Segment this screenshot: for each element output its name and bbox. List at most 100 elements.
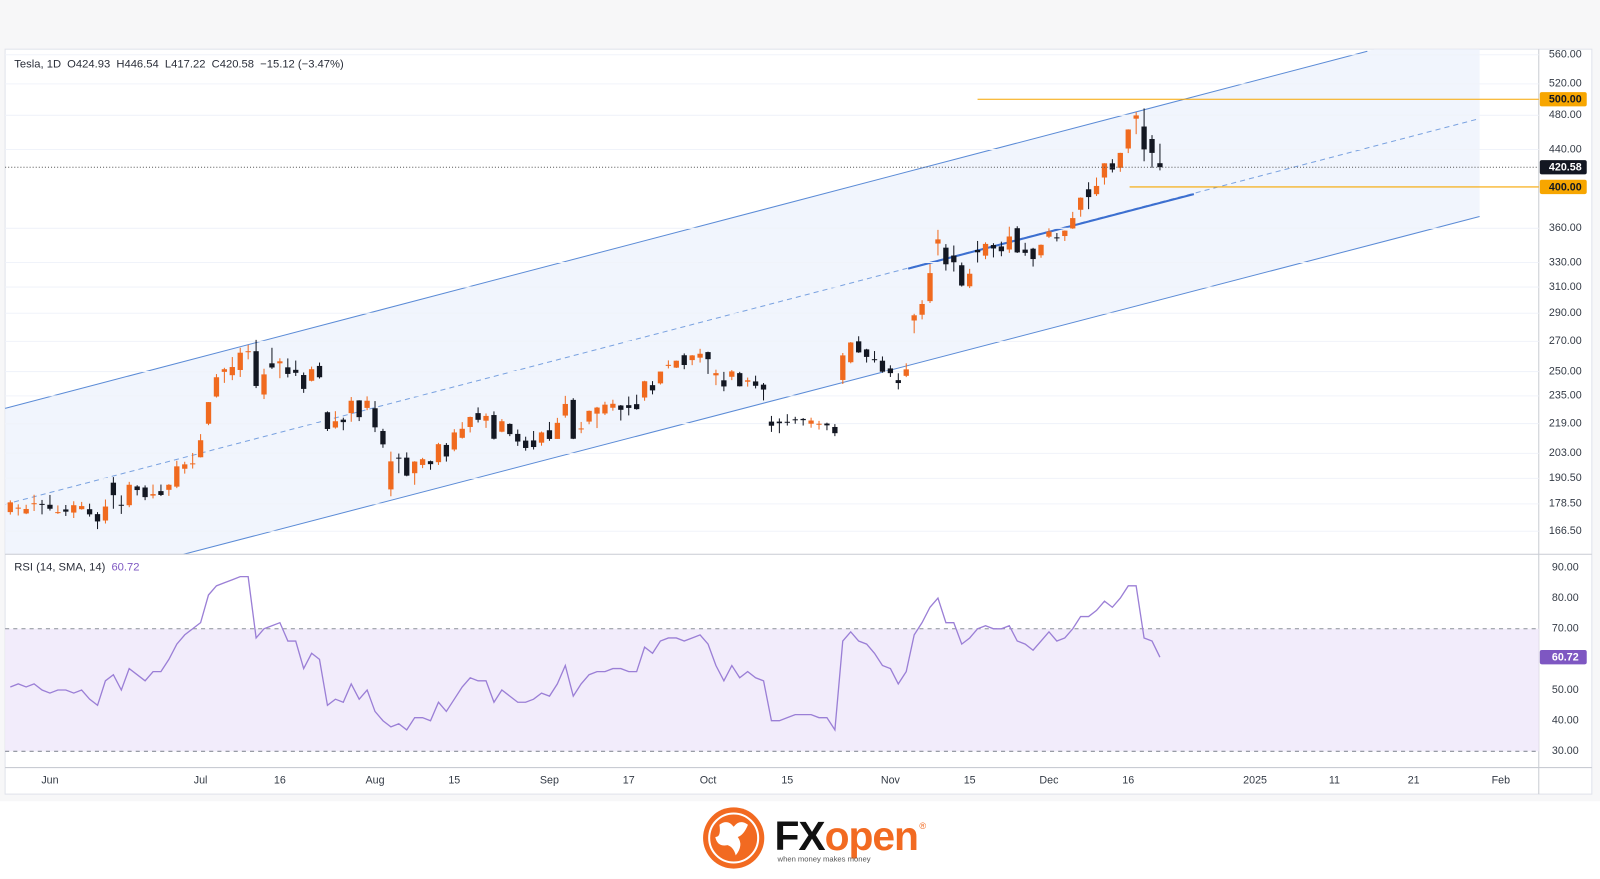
candle-body: [681, 355, 687, 366]
candle-body: [737, 373, 743, 387]
candle-body: [1085, 189, 1092, 198]
candle-body: [372, 408, 378, 428]
candle-body: [253, 351, 259, 386]
candle-body: [618, 405, 624, 410]
footer-background: [0, 801, 1600, 879]
candle-body: [340, 419, 346, 423]
y-tick-label: 80.00: [1552, 592, 1579, 604]
candle-body: [221, 369, 228, 372]
y-tick-label: 310.00: [1549, 281, 1582, 293]
rsi-header: RSI (14, SMA, 14) 60.72: [14, 562, 139, 574]
candle-body: [951, 255, 957, 263]
candle-body: [1157, 163, 1163, 168]
candle-body: [665, 364, 672, 366]
candle-body: [784, 421, 790, 423]
candle-body: [626, 405, 632, 408]
y-tick-label: 480.00: [1549, 109, 1582, 121]
y-tick-label: 203.00: [1549, 447, 1582, 459]
y-tick-label: 178.50: [1549, 498, 1582, 510]
candle-body: [657, 371, 664, 384]
symbol: Tesla, 1D: [14, 58, 61, 70]
candle-body: [293, 369, 299, 373]
candle-body: [301, 375, 307, 389]
candle-body: [911, 315, 917, 321]
candle-body: [213, 377, 220, 397]
candle-body: [1149, 139, 1155, 153]
candle-body: [404, 457, 410, 476]
candle-body: [396, 457, 402, 459]
candle-body: [903, 369, 909, 376]
candle-body: [285, 367, 291, 374]
rsi-band: [5, 628, 1539, 752]
candle-body: [808, 420, 814, 424]
candle-body: [63, 509, 69, 512]
last-price-badge: 420.58: [1549, 162, 1582, 174]
candle-body: [237, 352, 243, 370]
registered-mark: ®: [919, 821, 926, 831]
candle-body: [982, 243, 989, 256]
x-tick-label: 2025: [1243, 775, 1267, 787]
candle-body: [538, 432, 545, 443]
candle-body: [182, 464, 188, 469]
candle-body: [1133, 115, 1139, 119]
candle-body: [324, 412, 331, 429]
y-tick-label: 290.00: [1549, 307, 1582, 319]
candle-body: [887, 368, 894, 374]
y-tick-label: 520.00: [1549, 78, 1582, 90]
candle-body: [562, 403, 568, 416]
brand: FXopen: [774, 813, 917, 859]
channel-upper-line: [4, 50, 1368, 409]
candle-body: [792, 419, 798, 421]
ohlc-value: 420.58: [220, 58, 254, 70]
candle-body: [816, 423, 822, 425]
level-badge-bg: [1539, 179, 1587, 195]
candle-body: [467, 416, 473, 427]
candle-body: [895, 380, 901, 384]
x-tick-label: Nov: [881, 775, 901, 787]
x-tick-label: Aug: [365, 775, 384, 787]
logo: FXopen ® when money makes money: [703, 807, 926, 869]
channel-mid-line: [4, 118, 1480, 505]
candle-body: [649, 385, 656, 391]
candle-body: [102, 506, 109, 521]
y-tick-label: 360.00: [1549, 222, 1582, 234]
candle-body: [475, 413, 481, 420]
candle-body: [641, 381, 648, 398]
candle-body: [277, 361, 283, 364]
x-tick-label: 15: [448, 775, 460, 787]
y-tick-label: 166.50: [1549, 525, 1582, 537]
logo-bull: [715, 822, 748, 856]
y-tick-label: 50.00: [1552, 684, 1579, 696]
candle-body: [697, 353, 703, 358]
candle-body: [1125, 129, 1131, 149]
candle-body: [1141, 126, 1147, 150]
candle-body: [126, 484, 132, 506]
change: −15.12 (−3.47%): [260, 58, 344, 70]
channel-lower-line: [183, 216, 1480, 555]
candle-body: [871, 359, 878, 361]
y-tick-label: 40.00: [1552, 715, 1579, 727]
y-tick-label: 219.00: [1549, 417, 1582, 429]
x-tick-label: 21: [1408, 775, 1420, 787]
candle-body: [435, 444, 442, 463]
ohlc-value: 424.93: [76, 58, 110, 70]
candle-body: [673, 360, 679, 368]
brand-open: open: [825, 813, 918, 859]
y-tick-label: 90.00: [1552, 561, 1579, 573]
candle-body: [729, 371, 735, 377]
candle-body: [959, 265, 965, 286]
candle-body: [848, 342, 854, 363]
candle-body: [459, 428, 465, 438]
candle-body: [1054, 237, 1060, 239]
candle-body: [7, 502, 13, 513]
candle-body: [1070, 218, 1076, 229]
candle-body: [832, 426, 838, 434]
ohlc-prefix: C: [212, 58, 220, 70]
rsi-last-value: 60.72: [111, 562, 139, 574]
candle-body: [443, 444, 450, 457]
candle-body: [332, 421, 339, 428]
x-tick-label: Dec: [1039, 775, 1059, 787]
candle-body: [197, 440, 204, 458]
candle-body: [348, 400, 354, 414]
